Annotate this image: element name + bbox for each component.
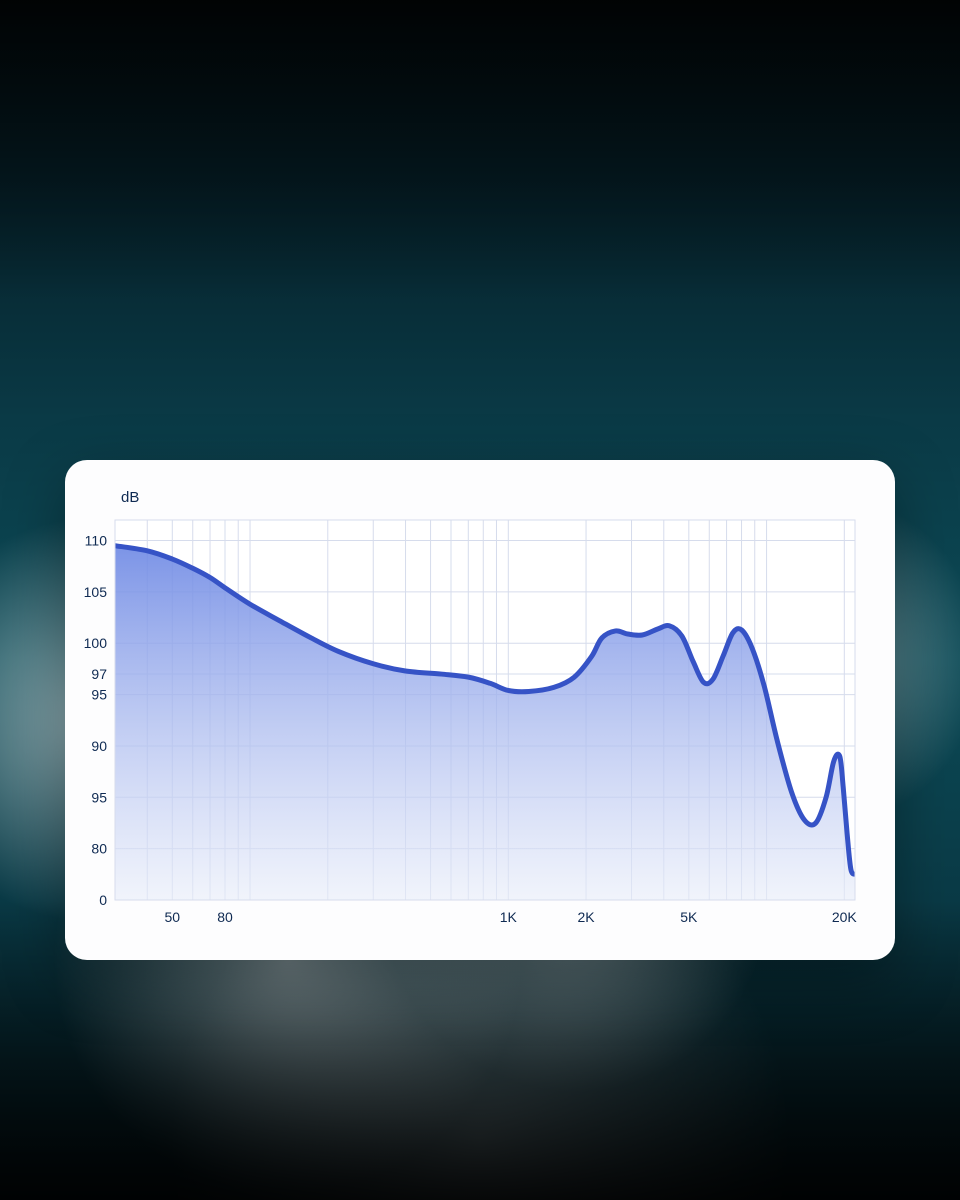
y-tick-label: 97 bbox=[91, 666, 107, 682]
frequency-response-card: dB 110 105 100 97 95 90 95 80 0 50 80 1K 2K 5K 20K bbox=[65, 460, 895, 960]
y-tick-label: 105 bbox=[84, 584, 108, 600]
y-tick-label: 100 bbox=[84, 635, 108, 651]
x-tick-label: 80 bbox=[217, 909, 233, 925]
y-tick-label: 0 bbox=[99, 892, 107, 908]
frequency-response-chart: dB 110 105 100 97 95 90 95 80 0 50 80 1K 2K 5K 20K bbox=[65, 460, 895, 960]
x-tick-label: 1K bbox=[500, 909, 518, 925]
y-axis-title: dB bbox=[121, 489, 139, 506]
x-tick-label: 2K bbox=[577, 909, 595, 925]
y-tick-label: 110 bbox=[85, 533, 108, 549]
x-tick-label: 20K bbox=[832, 909, 858, 925]
y-tick-label: 95 bbox=[91, 789, 107, 805]
y-tick-label: 95 bbox=[91, 687, 107, 703]
x-tick-label: 5K bbox=[680, 909, 698, 925]
y-tick-label: 80 bbox=[91, 841, 107, 857]
x-tick-label: 50 bbox=[165, 909, 181, 925]
y-tick-label: 90 bbox=[91, 738, 107, 754]
